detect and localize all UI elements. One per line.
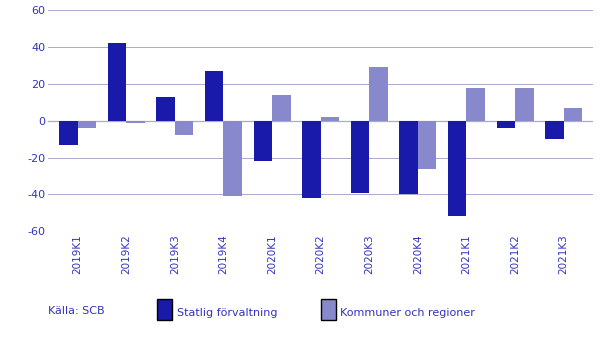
Bar	[515, 87, 534, 121]
Bar	[126, 121, 145, 122]
Bar	[369, 67, 388, 121]
Bar	[108, 44, 126, 121]
Bar	[497, 121, 515, 128]
Bar	[448, 121, 466, 217]
Bar	[351, 121, 369, 192]
Bar	[156, 97, 175, 121]
Bar	[399, 121, 418, 194]
Text: Kommuner och regioner: Kommuner och regioner	[340, 308, 475, 318]
Bar	[175, 121, 193, 135]
Bar	[564, 108, 582, 121]
Text: Statlig förvaltning: Statlig förvaltning	[177, 308, 277, 318]
Bar	[321, 117, 339, 121]
Bar	[253, 121, 272, 161]
Text: Källa: SCB: Källa: SCB	[48, 306, 105, 316]
Bar	[59, 121, 77, 144]
Bar	[272, 95, 290, 121]
Bar	[302, 121, 321, 198]
Bar	[545, 121, 564, 139]
Bar	[223, 121, 242, 196]
Bar	[418, 121, 436, 169]
Bar	[205, 71, 223, 121]
Bar	[77, 121, 96, 128]
Bar	[466, 87, 485, 121]
